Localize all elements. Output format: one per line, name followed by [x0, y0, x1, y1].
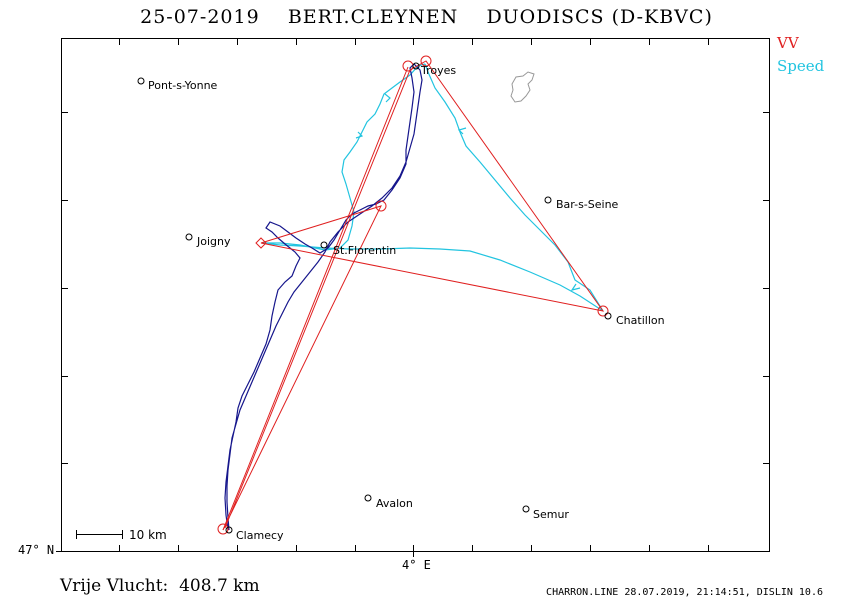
gps-track [224, 63, 423, 531]
flight-date: 25-07-2019 [140, 6, 260, 28]
legend-vv: VV [777, 34, 799, 52]
lake-outline [510, 71, 535, 103]
vv-task-lines [222, 60, 605, 531]
town-marker-clamecy [225, 526, 233, 534]
town-label-semur: Semur [533, 508, 569, 521]
legend-speed: Speed [777, 57, 825, 75]
distance-value: 408.7 km [179, 576, 260, 596]
vv-line-1 [222, 66, 409, 531]
distance-label: Vrije Vlucht: [60, 576, 169, 596]
town-label-bar-s-seine: Bar-s-Seine [556, 198, 619, 211]
map-frame [61, 38, 770, 552]
town-marker-pont-s-yonne [137, 77, 145, 85]
turnpoint-mid [375, 200, 387, 212]
scale-bar-label: 10 km [129, 528, 167, 542]
speed-marker-3 [384, 93, 391, 103]
town-marker-semur [522, 505, 530, 513]
town-marker-avalon [364, 494, 372, 502]
town-label-chatillon: Chatillon [616, 314, 665, 327]
town-label-troyes: Troyes [420, 64, 456, 77]
town-markers [137, 62, 612, 534]
glider-name: DUODISCS (D-KBVC) [486, 6, 713, 28]
vv-line-2 [222, 60, 605, 531]
town-label-joigny: Joigny [196, 235, 231, 248]
turnpoint-troyes-2 [420, 55, 432, 67]
town-label-clamecy: Clamecy [236, 529, 284, 542]
turnpoint-clamecy [217, 523, 229, 535]
town-marker-chatillon [604, 312, 612, 320]
town-label-pont-s-yonne: Pont-s-Yonne [148, 79, 218, 92]
turnpoint-chatillon [597, 305, 609, 317]
pilot-name: BERT.CLEYNEN [287, 6, 459, 28]
latitude-label: 47° N [18, 543, 55, 557]
town-label-avalon: Avalon [376, 497, 413, 510]
axis-ticks [56, 39, 769, 557]
town-marker-troyes [412, 62, 420, 70]
longitude-label: 4° E [402, 558, 431, 572]
town-label-st-florentin: St.Florentin [333, 244, 396, 257]
town-marker-joigny [185, 233, 193, 241]
town-marker-st-florentin [320, 241, 328, 249]
start-marker-diamond [255, 237, 267, 249]
footer-info: CHARRON.LINE 28.07.2019, 21:14:51, DISLI… [546, 587, 823, 598]
map-title: 25-07-2019 BERT.CLEYNEN DUODISCS (D-KBVC… [0, 6, 853, 28]
speed-marker-4 [355, 131, 364, 139]
speed-track [261, 63, 604, 312]
town-marker-bar-s-seine [544, 196, 552, 204]
speed-marker-2 [570, 283, 581, 291]
distance-summary: Vrije Vlucht: 408.7 km [60, 576, 260, 596]
scale-bar [76, 530, 123, 539]
speed-marker-1 [457, 127, 467, 135]
